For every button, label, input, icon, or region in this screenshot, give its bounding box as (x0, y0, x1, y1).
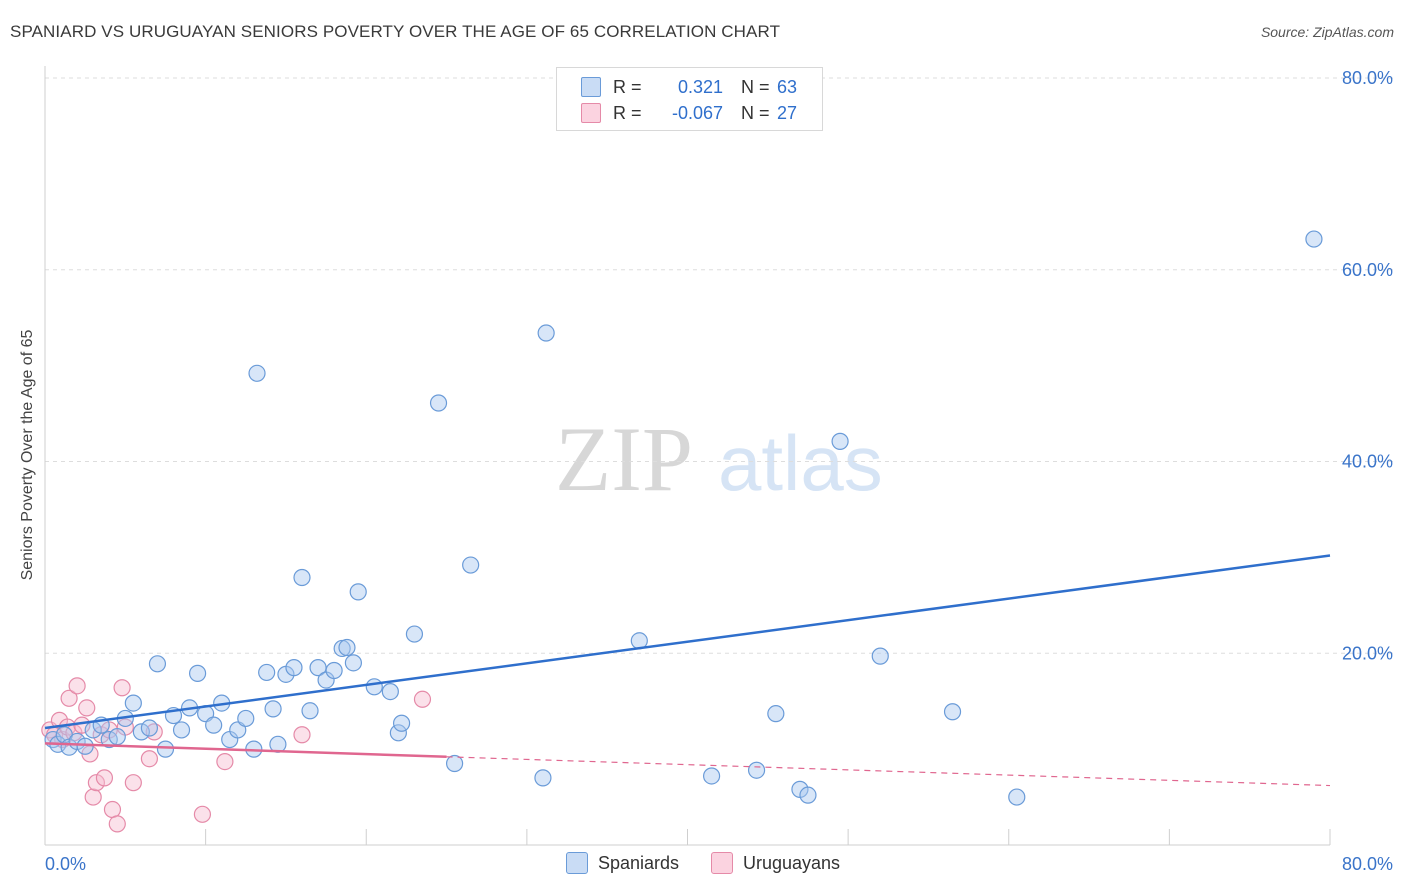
legend-n-label: N = (741, 102, 770, 123)
bottom-legend-label-spaniards: Spaniards (597, 852, 679, 873)
trend-lines (44, 554, 1331, 787)
x-tick-label: 0.0% (45, 854, 86, 874)
source-label: Source: ZipAtlas.com (1260, 24, 1394, 40)
bottom-legend-swatch-blue (565, 852, 588, 874)
spaniard-point (237, 709, 255, 728)
spaniard-point (429, 394, 448, 412)
uruguayan-point (124, 774, 142, 792)
spaniard-point (248, 364, 266, 382)
spaniards-points (44, 230, 1323, 806)
spaniard-point (392, 714, 411, 732)
spaniard-point (767, 705, 785, 723)
uruguayan-point (103, 800, 122, 819)
spaniard-point (534, 769, 552, 787)
spaniard-point (702, 767, 721, 785)
spaniard-point (365, 678, 383, 696)
spaniard-point (301, 702, 319, 720)
gridlines (45, 77, 1395, 654)
spaniard-point (172, 721, 191, 739)
legend-swatch-pink (581, 103, 601, 123)
bottom-legend-swatch-pink (711, 852, 733, 874)
spaniard-point (140, 719, 159, 737)
uruguayan-point (78, 699, 96, 717)
chart-title: SPANIARD VS URUGUAYAN SENIORS POVERTY OV… (10, 22, 781, 41)
spaniard-point (537, 324, 555, 342)
tick-labels: 20.0% 40.0% 60.0% 80.0% 0.0% 80.0% (45, 68, 1393, 874)
spaniard-point (381, 682, 399, 701)
legend-r-value: -0.067 (671, 102, 723, 123)
uruguayan-point (84, 788, 102, 806)
spaniard-point (831, 432, 849, 450)
legend-r-label: R = (613, 102, 642, 123)
spaniard-point (943, 703, 962, 721)
spaniard-point (188, 664, 207, 682)
spaniard-point (1305, 230, 1323, 248)
uruguayan-point (108, 815, 126, 833)
y-tick-label: 40.0% (1342, 452, 1393, 472)
uruguayan-point (95, 769, 114, 787)
spaniards-trend-line (44, 554, 1331, 730)
spaniard-point (132, 723, 150, 741)
spaniard-point (871, 647, 889, 665)
spaniard-point (1008, 788, 1026, 806)
uruguayan-point (193, 805, 212, 823)
uruguayan-point (140, 750, 159, 768)
spaniard-point (344, 654, 362, 672)
spaniard-point (205, 716, 223, 734)
spaniard-point (148, 655, 167, 673)
bottom-legend-label-uruguayans: Uruguayans (743, 852, 841, 873)
legend-r-value: 0.321 (677, 76, 723, 97)
spaniard-point (349, 583, 367, 601)
spaniard-point (264, 700, 282, 718)
uruguayan-point (413, 690, 432, 708)
legend-row-uruguayans: R = -0.067 N = 27 (581, 101, 797, 125)
spaniard-point (76, 737, 94, 755)
uruguayan-point (216, 752, 234, 771)
legend-r-label: R = (613, 76, 642, 97)
spaniard-point (124, 694, 142, 712)
legend-n-value: 63 (777, 76, 798, 97)
uruguayan-point (87, 774, 106, 792)
uruguayan-point (60, 689, 78, 707)
spaniard-point (799, 786, 817, 804)
y-tick-label: 20.0% (1342, 643, 1393, 663)
y-tick-label: 60.0% (1342, 260, 1393, 280)
uruguayans-trend-line-dashed (446, 756, 1331, 787)
spaniard-point (338, 638, 356, 657)
spaniard-point (325, 661, 343, 680)
spaniard-point (462, 556, 480, 574)
y-tick-label: 80.0% (1342, 68, 1393, 88)
spaniard-point (108, 728, 126, 746)
watermark-zip: ZIP (555, 408, 693, 510)
uruguayan-point (293, 726, 311, 744)
spaniard-point (445, 754, 464, 773)
legend-swatch-blue (581, 77, 601, 97)
bottom-legend-spaniards: Spaniards (565, 852, 679, 874)
axes (44, 66, 1331, 846)
uruguayan-point (68, 677, 86, 695)
watermark: ZIP atlas (555, 408, 883, 510)
spaniard-point (156, 740, 175, 758)
bottom-legend: Spaniards Uruguayans (0, 852, 1406, 874)
uruguayans-trend-line (44, 742, 447, 759)
spaniard-point (285, 659, 303, 677)
spaniard-point (293, 568, 311, 587)
spaniard-point (258, 663, 276, 682)
spaniard-point (389, 724, 407, 742)
legend-row-spaniards: R = 0.321 N = 63 (581, 75, 797, 99)
bottom-legend-uruguayans: Uruguayans (711, 852, 840, 874)
watermark-atlas: atlas (718, 419, 883, 507)
uruguayan-point (113, 679, 131, 697)
legend-n-value: 27 (777, 102, 798, 123)
legend: R = 0.321 N = 63 R = -0.067 N = 27 (556, 67, 823, 131)
spaniard-point (405, 625, 424, 643)
x-tick-label: 80.0% (1342, 854, 1393, 874)
legend-n-label: N = (741, 76, 770, 97)
spaniard-point (747, 761, 766, 779)
